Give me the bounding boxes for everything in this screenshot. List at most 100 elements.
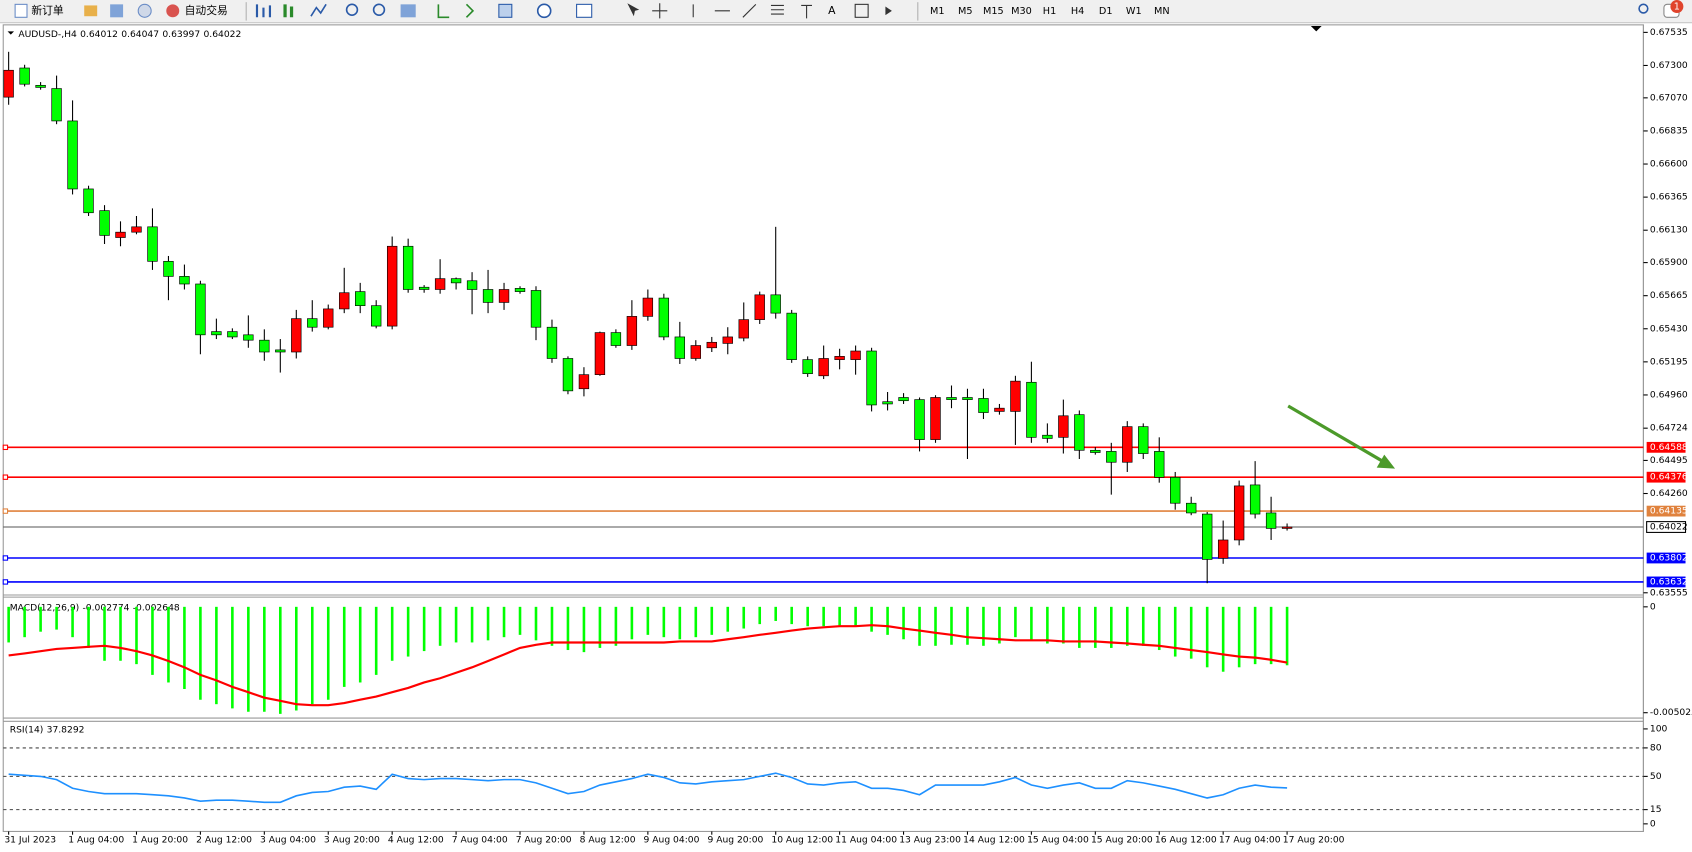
search-icon[interactable]	[1638, 3, 1649, 14]
price-label-box	[1646, 576, 1686, 588]
notification-badge[interactable]	[1670, 0, 1684, 13]
candle-body	[386, 245, 398, 327]
x-tick-label: 13 Aug 23:00	[899, 835, 961, 846]
tile-icon[interactable]	[400, 4, 416, 18]
crosshair-tool[interactable]	[652, 3, 668, 19]
macd-bar	[263, 606, 266, 712]
macd-bar	[103, 606, 106, 661]
candle-body	[610, 332, 622, 346]
candle-body	[211, 331, 222, 336]
icon[interactable]	[137, 3, 152, 18]
candle-body	[946, 397, 957, 400]
candle-body	[402, 245, 414, 290]
candle-icon[interactable]	[283, 4, 294, 18]
macd-bar	[310, 606, 314, 705]
candle-body	[323, 308, 334, 328]
header-value: 0.64012	[80, 29, 118, 40]
timeframe-button[interactable]: M30	[1011, 6, 1032, 17]
macd-bar	[806, 606, 809, 627]
symbol-dropdown[interactable]	[7, 31, 15, 35]
candle-body	[754, 294, 765, 320]
y-tick-label: 0.65900	[1650, 257, 1688, 268]
candle-body	[99, 210, 110, 236]
new-order-icon[interactable]	[14, 3, 28, 18]
x-tick-label: 1 Aug 20:00	[132, 835, 188, 846]
timeframe-button[interactable]: M5	[958, 6, 973, 17]
y-tick-label: 0	[1650, 601, 1656, 612]
macd-bar	[1285, 606, 1289, 666]
timeframe-button[interactable]: D1	[1099, 6, 1113, 17]
price-label: 0.64135	[1650, 506, 1688, 517]
candle-body	[882, 401, 893, 405]
scroll-icon[interactable]	[437, 3, 475, 19]
y-tick-label: 0.66130	[1650, 225, 1688, 236]
macd-bar	[326, 606, 330, 700]
timeframe-button[interactable]: W1	[1126, 6, 1142, 17]
line-icon[interactable]	[310, 3, 327, 17]
cursor-tool[interactable]	[627, 3, 640, 17]
macd-bar	[151, 606, 154, 675]
macd-bar	[710, 606, 714, 635]
auto-trading-button[interactable]: 自动交易	[185, 4, 228, 17]
line-tools[interactable]	[692, 3, 757, 18]
macd-bar	[167, 606, 170, 683]
y-tick-label: 0.63555	[1650, 587, 1688, 598]
y-tick-label: 0.67535	[1650, 27, 1688, 38]
panel-title: RSI(14)	[10, 724, 44, 735]
zoom-in[interactable]	[345, 3, 359, 16]
macd-bar	[886, 606, 889, 635]
new-order-button[interactable]: 新订单	[31, 4, 64, 17]
macd-bar	[215, 606, 218, 705]
timeframe-button[interactable]: M15	[983, 6, 1004, 17]
bar-chart-icon[interactable]	[255, 4, 272, 18]
macd-bar	[7, 606, 10, 643]
timeframe-button[interactable]: MN	[1154, 6, 1170, 17]
template-icon[interactable]	[576, 3, 593, 18]
indicator-icon[interactable]	[498, 3, 513, 18]
macd-bar	[39, 606, 42, 632]
candle-body	[642, 297, 654, 317]
y-tick-label: 0.66365	[1650, 192, 1688, 203]
price-label: 0.63802	[1650, 552, 1688, 563]
period-icon[interactable]	[536, 3, 552, 19]
chart-frame	[2, 24, 1644, 832]
macd-bar	[966, 606, 969, 645]
icon[interactable]	[110, 4, 124, 18]
price-label-box	[1646, 552, 1686, 564]
timeframe-button[interactable]: H4	[1071, 6, 1084, 17]
candle-body	[355, 291, 366, 307]
candle-body	[1010, 380, 1021, 412]
macd-bar	[486, 606, 490, 641]
candle-body	[802, 359, 813, 375]
auto-trading-icon[interactable]	[166, 4, 180, 18]
draw-tools[interactable]	[770, 4, 812, 19]
candle-body	[67, 120, 78, 190]
macd-bar	[614, 606, 618, 646]
label-tool[interactable]	[854, 3, 869, 18]
text-tool[interactable]: A	[828, 4, 836, 17]
candle-body	[227, 331, 238, 338]
level-handle	[2, 579, 9, 585]
x-tick-label: 3 Aug 04:00	[260, 835, 316, 846]
shapes-tool[interactable]	[885, 6, 892, 16]
icon[interactable]	[84, 5, 98, 17]
y-tick-label: 15	[1650, 804, 1662, 815]
candle-body	[243, 334, 254, 341]
zoom-out[interactable]	[372, 3, 386, 16]
x-tick-label: 11 Aug 04:00	[835, 835, 897, 846]
y-tick-label: 0.65195	[1650, 356, 1688, 367]
candle-body	[690, 345, 701, 359]
y-tick-label: 0.64260	[1650, 488, 1688, 499]
macd-bar	[726, 606, 730, 632]
macd-bar	[598, 606, 602, 648]
timeframe-button[interactable]: M1	[930, 6, 945, 17]
candle-body	[1265, 512, 1277, 529]
macd-bar	[1030, 606, 1033, 641]
macd-bar	[678, 606, 682, 640]
timeframe-button[interactable]: H1	[1043, 6, 1056, 17]
macd-bar	[758, 606, 762, 625]
macd-bar	[247, 606, 250, 712]
candle-body	[994, 407, 1005, 412]
candle-body	[3, 69, 14, 98]
